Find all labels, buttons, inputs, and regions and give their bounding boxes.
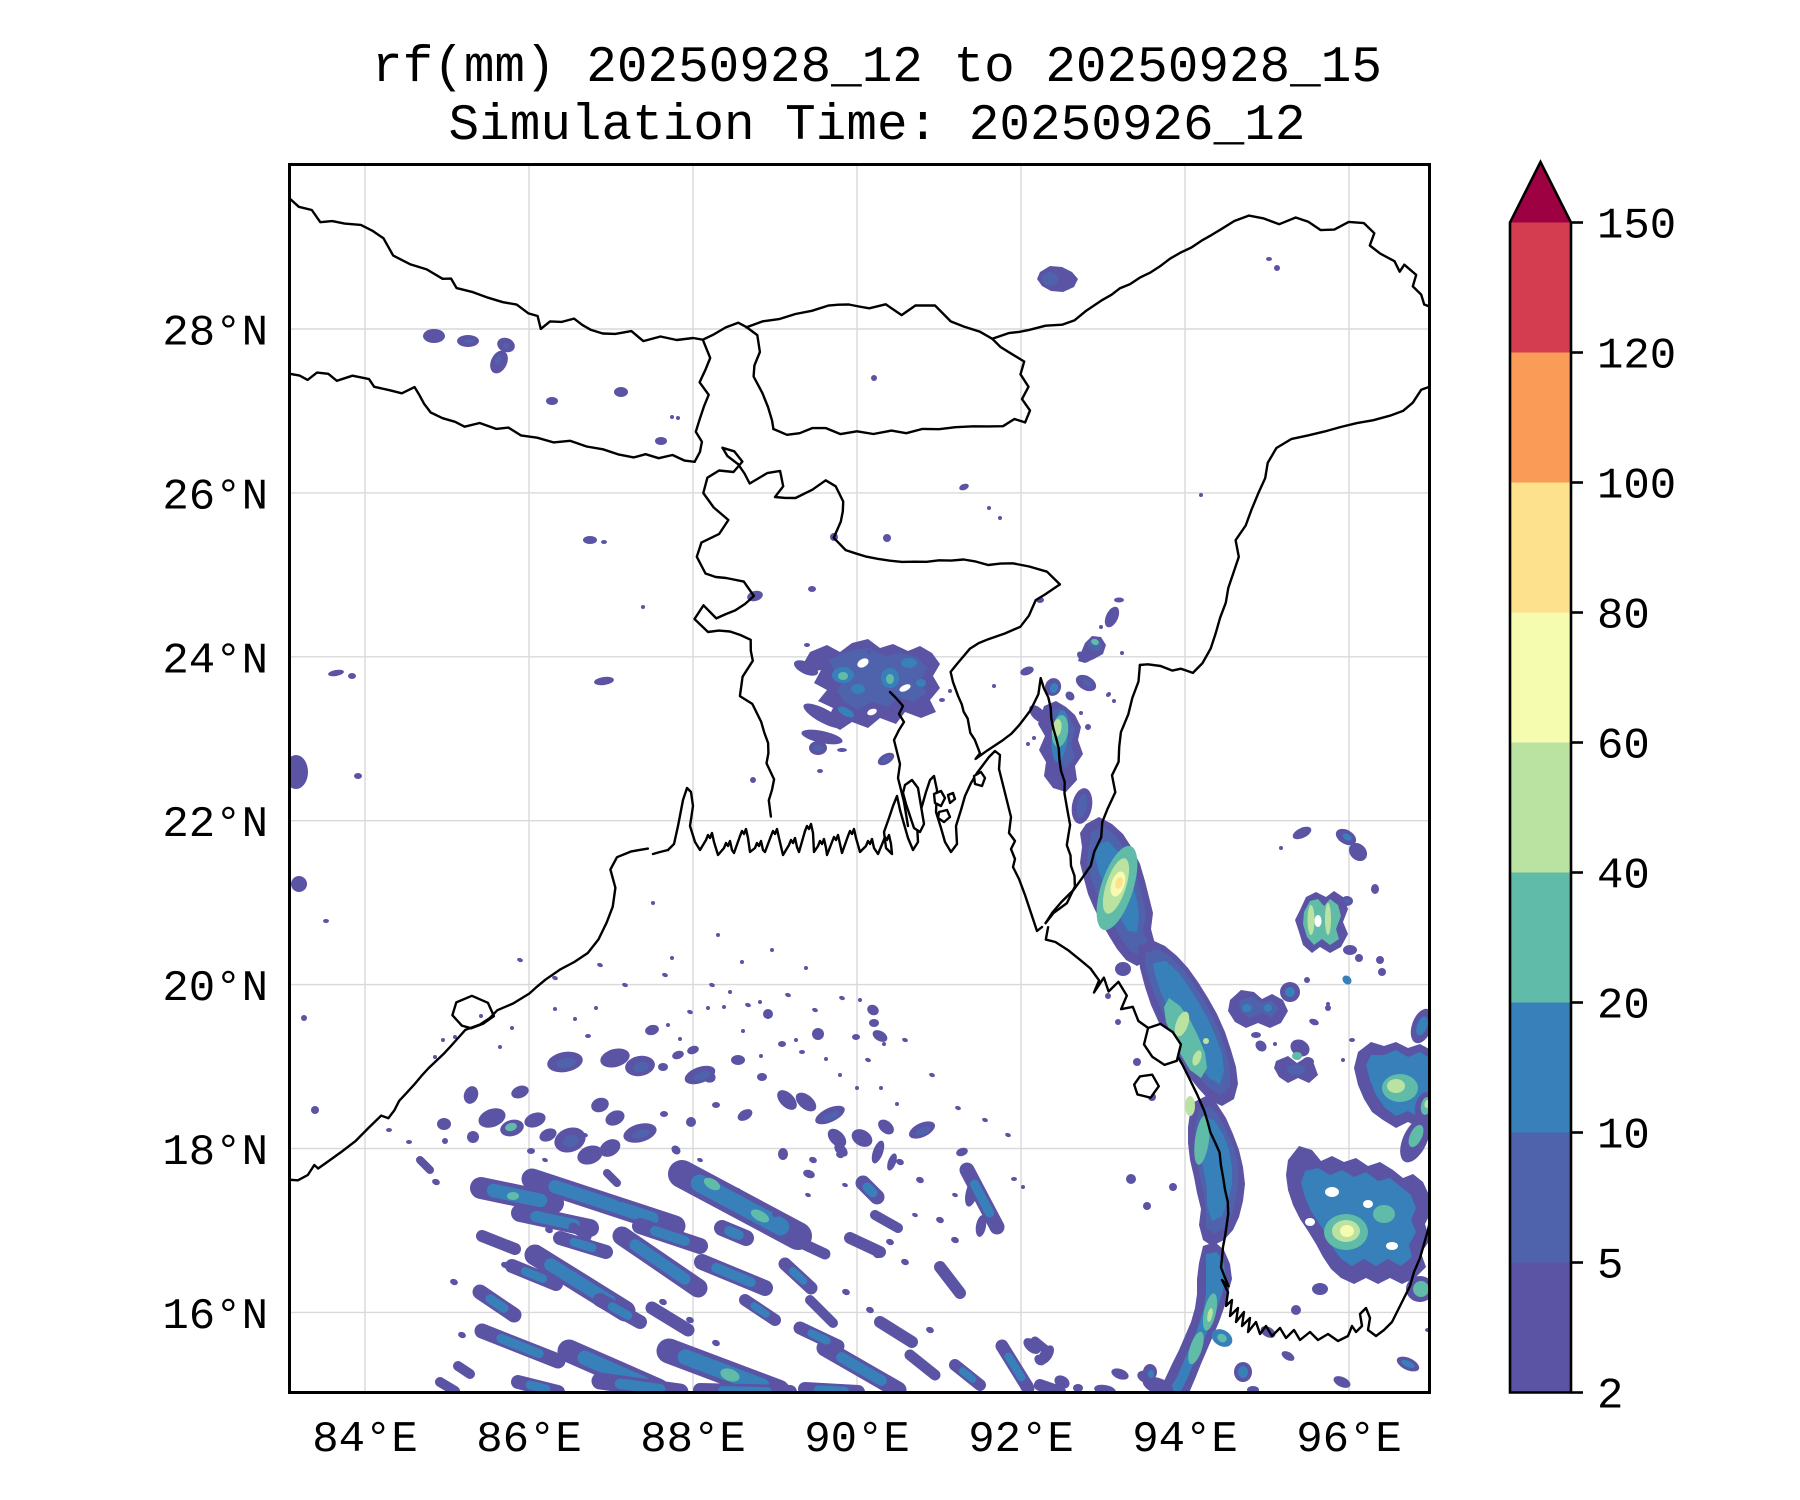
svg-text:Simulation Time: 20250926_12: Simulation Time: 20250926_12: [449, 98, 1306, 155]
svg-text:88°E: 88°E: [640, 1415, 746, 1465]
svg-text:92°E: 92°E: [968, 1415, 1074, 1465]
svg-text:28°N: 28°N: [162, 309, 268, 359]
svg-text:120: 120: [1597, 332, 1676, 382]
svg-text:26°N: 26°N: [162, 472, 268, 522]
svg-text:80: 80: [1597, 592, 1650, 642]
svg-text:18°N: 18°N: [162, 1128, 268, 1178]
svg-text:150: 150: [1597, 202, 1676, 252]
svg-text:5: 5: [1597, 1242, 1623, 1292]
svg-text:90°E: 90°E: [804, 1415, 910, 1465]
svg-text:24°N: 24°N: [162, 636, 268, 686]
svg-text:84°E: 84°E: [312, 1415, 418, 1465]
svg-text:94°E: 94°E: [1132, 1415, 1238, 1465]
svg-text:96°E: 96°E: [1296, 1415, 1402, 1465]
svg-text:10: 10: [1597, 1112, 1650, 1162]
svg-text:60: 60: [1597, 722, 1650, 772]
svg-text:20°N: 20°N: [162, 964, 268, 1014]
svg-text:20: 20: [1597, 982, 1650, 1032]
svg-text:100: 100: [1597, 462, 1676, 512]
svg-text:86°E: 86°E: [476, 1415, 582, 1465]
svg-text:40: 40: [1597, 852, 1650, 902]
svg-text:22°N: 22°N: [162, 800, 268, 850]
svg-text:16°N: 16°N: [162, 1292, 268, 1342]
svg-text:rf(mm) 20250928_12 to 20250928: rf(mm) 20250928_12 to 20250928_15: [372, 40, 1382, 97]
svg-text:2: 2: [1597, 1372, 1623, 1422]
